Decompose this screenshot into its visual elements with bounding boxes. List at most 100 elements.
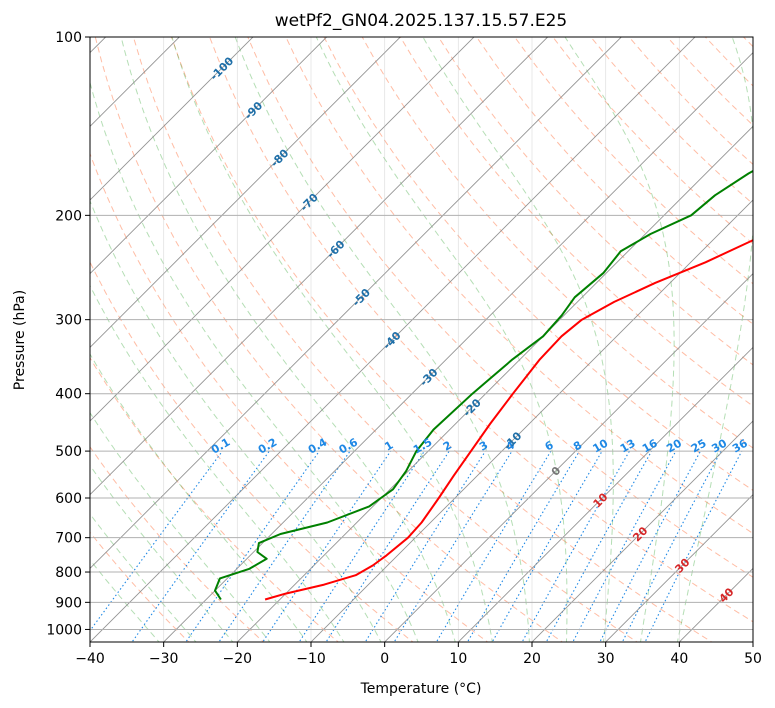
isotherm-label: -80 <box>268 146 291 169</box>
moist-adiabat <box>90 513 197 642</box>
dry-adiabat <box>323 37 753 491</box>
mixing-ratio-line <box>364 450 486 642</box>
mixing-ratio-line <box>572 450 677 642</box>
mixing-ratio-line <box>435 450 552 642</box>
mixing-ratio-line <box>218 450 351 642</box>
isotherm-label: -90 <box>242 99 265 122</box>
background-lines <box>90 37 753 642</box>
isotherm-line <box>310 199 753 642</box>
isotherm-line <box>90 37 328 275</box>
dry-adiabat <box>285 37 753 535</box>
isotherm-label: -70 <box>298 191 321 214</box>
moist-adiabat <box>120 37 456 642</box>
isotherm-label: 30 <box>672 556 692 576</box>
mixing-ratio-line <box>393 450 513 642</box>
mixing-ratio-line <box>621 450 722 642</box>
y-tick-label: 1000 <box>46 622 82 638</box>
y-tick-label: 300 <box>55 313 82 329</box>
profile-line <box>214 169 753 601</box>
isotherm-line <box>90 37 401 348</box>
mixing-ratio-line <box>131 450 270 642</box>
isotherm-line <box>90 37 622 569</box>
x-tick-label: 20 <box>523 651 541 667</box>
dry-adiabat <box>437 37 753 366</box>
dry-adiabat <box>590 37 753 205</box>
moist-adiabat <box>90 284 345 642</box>
isotherm-line <box>752 641 753 642</box>
moist-adiabat <box>90 80 419 642</box>
x-tick-label: 10 <box>449 651 467 667</box>
x-tick-label: 0 <box>380 651 389 667</box>
series-group <box>214 169 753 601</box>
y-tick-label: 200 <box>55 208 82 224</box>
x-tick-label: −40 <box>75 651 105 667</box>
isotherm-label: -60 <box>324 238 347 261</box>
y-tick-label: 800 <box>55 565 82 581</box>
mixing-ratio-line <box>466 450 580 642</box>
dry-adiabat <box>361 37 753 449</box>
isotherm-line <box>678 567 753 642</box>
dry-adiabat <box>514 37 753 285</box>
dry-adiabat <box>743 37 753 48</box>
moist-adiabat <box>171 37 493 642</box>
mixing-ratio-line <box>325 450 450 642</box>
mixing-ratio-label: 0.4 <box>306 435 330 456</box>
y-axis: 100 200 300 400 500 600 700 800 900 1000 <box>46 30 90 638</box>
chart-title: wetPf2_GN04.2025.137.15.57.E25 <box>275 11 567 31</box>
isotherm-line <box>384 273 753 642</box>
isotherm-label: -40 <box>380 329 403 352</box>
mixing-ratio-label: 0.2 <box>256 436 279 457</box>
x-tick-label: 50 <box>744 651 762 667</box>
x-tick-label: 40 <box>670 651 688 667</box>
isotherm-label: -20 <box>461 396 484 419</box>
y-tick-label: 600 <box>55 491 82 507</box>
isotherm-label: -100 <box>208 54 237 83</box>
mixing-ratio-line <box>298 450 425 642</box>
isotherm-label: 10 <box>591 490 611 510</box>
moist-adiabat <box>90 353 308 642</box>
x-axis-label: Temperature (°C) <box>360 681 482 697</box>
mixing-ratio-label: 0.1 <box>209 436 232 457</box>
y-tick-label: 700 <box>55 531 82 547</box>
plot-frame <box>89 36 754 643</box>
isotherm-line <box>457 346 753 642</box>
dry-adiabat <box>552 37 753 245</box>
dry-adiabat <box>90 446 265 642</box>
dry-adiabat <box>476 37 753 325</box>
isotherm-line <box>605 494 753 642</box>
mixing-ratio-line <box>90 450 223 632</box>
isotherm-line <box>90 37 254 201</box>
x-tick-label: −10 <box>296 651 326 667</box>
y-tick-label: 100 <box>55 30 82 46</box>
mixing-ratio-label: 25 <box>689 437 709 456</box>
profile-line <box>264 239 753 601</box>
y-tick-label: 500 <box>55 444 82 460</box>
x-tick-label: −30 <box>149 651 179 667</box>
mixing-ratio-line <box>185 450 320 642</box>
x-tick-label: −20 <box>223 651 253 667</box>
dry-adiabat <box>90 260 414 642</box>
isotherm-line <box>90 37 696 642</box>
mixing-ratio-label: 13 <box>618 437 638 456</box>
isotherm-line <box>90 37 475 422</box>
isotherm-line <box>90 37 549 496</box>
mixing-ratio-label: 36 <box>730 436 750 455</box>
mixing-ratio-label: 30 <box>709 436 729 455</box>
mixing-ratio-label: 10 <box>591 436 611 455</box>
x-tick-label: 30 <box>597 651 615 667</box>
isotherm-line <box>531 420 753 642</box>
dry-adiabat <box>171 37 713 642</box>
moist-adiabat <box>90 411 271 642</box>
mixing-ratio-label: 16 <box>640 436 660 455</box>
moist-adiabat <box>315 37 568 642</box>
x-axis: −40 −30 −20 −10 0 10 20 30 40 50 <box>75 642 762 667</box>
isotherm-label: -10 <box>501 429 524 452</box>
mixing-ratio-label: 0.6 <box>337 435 361 456</box>
isotherm-label: -30 <box>417 366 440 389</box>
moist-adiabat <box>90 464 234 642</box>
y-tick-label: 400 <box>55 387 82 403</box>
dry-adiabat <box>399 37 753 407</box>
dry-adiabat <box>247 37 753 578</box>
isotherm-label: 0 <box>549 464 564 479</box>
